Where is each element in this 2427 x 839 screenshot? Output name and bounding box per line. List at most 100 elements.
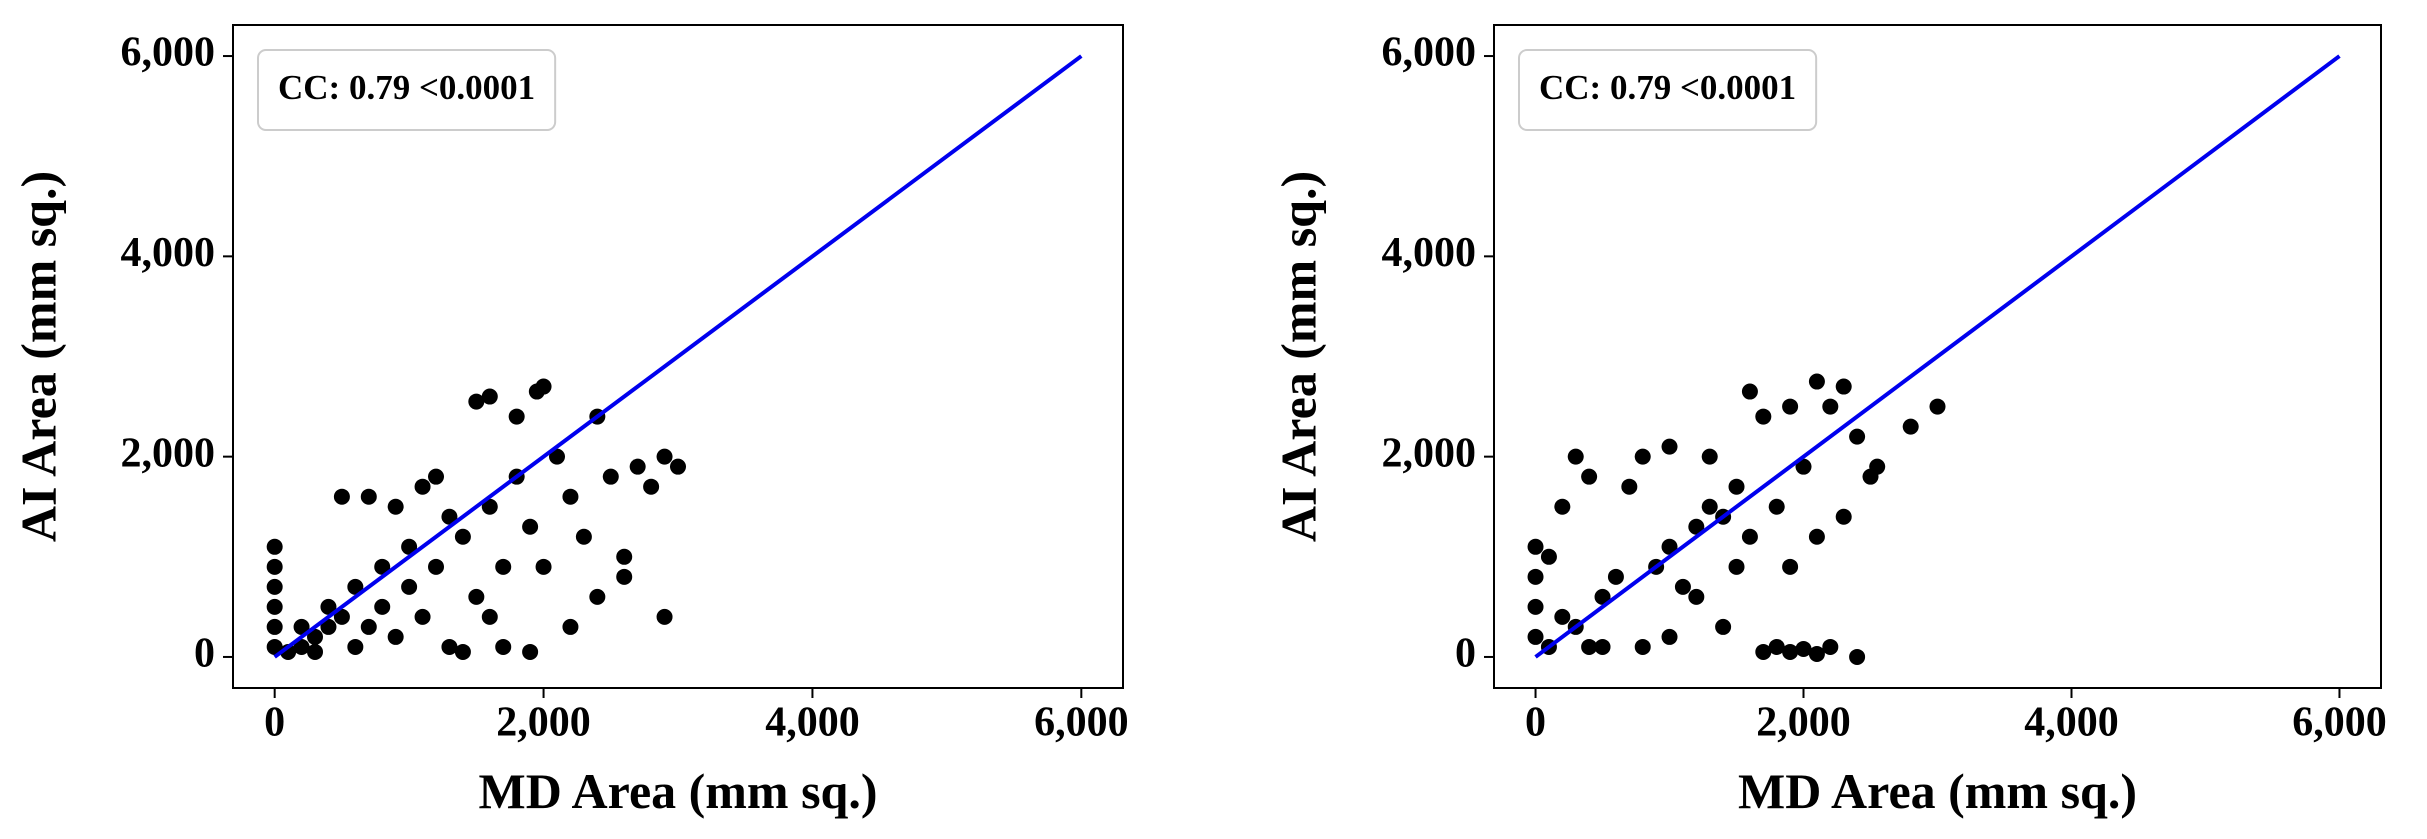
x-tick-label: 2,000 [496,700,591,746]
scatter-point [1701,498,1718,515]
scatter-point [1782,643,1799,660]
scatter-point [522,518,539,535]
scatter-point [535,558,552,575]
y-tick-label: 0 [194,631,215,677]
scatter-point [1782,398,1799,415]
scatter-point [374,598,391,615]
scatter-point [1554,498,1571,515]
scatter-point [1661,538,1678,555]
scatter-point [589,588,606,605]
scatter-point [1688,518,1705,535]
scatter-point [495,638,512,655]
scatter-point [347,638,364,655]
x-tick-label: 0 [264,700,285,746]
scatter-point [1755,643,1772,660]
scatter-point [1808,528,1825,545]
scatter-point [575,528,592,545]
x-tick-label: 4,000 [765,700,860,746]
y-axis-label: AI Area (mm sq.) [1270,171,1326,542]
scatter-point [307,643,324,660]
y-tick-label: 6,000 [121,30,216,76]
scatter-point [320,618,337,635]
scatter-point [307,628,324,645]
scatter-point [562,618,579,635]
scatter-point [374,558,391,575]
scatter-point [1849,428,1866,445]
scatter-point [1674,578,1691,595]
scatter-point [1634,448,1651,465]
scatter-point [441,638,458,655]
scatter-point [1741,528,1758,545]
scatter-point [360,488,377,505]
scatter-point [1527,598,1544,615]
scatter-point [454,643,471,660]
scatter-point [495,558,512,575]
scatter-point [401,578,418,595]
scatter-point [1768,498,1785,515]
scatter-point [643,478,660,495]
scatter-point [387,628,404,645]
scatter-point [1621,478,1638,495]
scatter-point [1755,408,1772,425]
scatter-point [428,468,445,485]
scatter-point [347,578,364,595]
panel: 0 2,000 4,000 6,000 0 2,000 4,000 6,000 CC: 0.79… [10,24,1129,819]
scatter-point [1808,645,1825,662]
scatter-point [670,458,686,475]
scatter-point [333,608,350,625]
scatter-point [1527,628,1544,645]
y-axis-label: AI Area (mm sq.) [10,171,66,542]
scatter-point [293,638,310,655]
scatter-point [616,568,633,585]
y-tick-label: 4,000 [121,230,216,276]
y-tick-label: 2,000 [121,430,216,476]
scatter-point [629,458,646,475]
scatter-point [1728,558,1745,575]
annotation-box [257,49,557,131]
scatter-point [1768,638,1785,655]
scatter-point [1527,568,1544,585]
scatter-point [528,383,545,400]
scatter-point [360,618,377,635]
scatter-point [1835,378,1852,395]
scatter-point [656,448,673,465]
x-tick-label: 6,000 [1034,700,1129,746]
scatter-point [522,643,539,660]
scatter-point [1527,538,1544,555]
panel: 0 2,000 4,000 6,000 0 2,000 4,000 6,000 CC: 0.79… [1270,24,2387,819]
scatter-point [1661,628,1678,645]
scatter-point [1795,640,1812,657]
scatter-point [1540,548,1557,565]
x-axis-label: MD Area (mm sq.) [1738,763,2137,819]
scatter-point [481,498,498,515]
scatter-point [1701,448,1718,465]
scatter-point [441,508,458,525]
scatter-point [266,618,283,635]
scatter-point [1869,458,1886,475]
axes-frame [1493,24,2382,689]
scatter-point [320,598,337,615]
y-tick-label: 6,000 [1382,30,1477,76]
scatter-point [293,618,310,635]
scatter-point [414,608,431,625]
scatter-point [1581,638,1598,655]
scatter-point [1835,508,1852,525]
scatter-point [333,488,350,505]
scatter-point [454,528,471,545]
scatter-point [266,638,283,655]
scatter-point [1902,418,1919,435]
axes-frame [232,24,1124,689]
scatter-point [1594,638,1611,655]
scatter-point [1634,638,1651,655]
scatter-point [266,578,283,595]
y-tick-label: 4,000 [1382,230,1477,276]
scatter-point [1808,373,1825,390]
y-tick-label: 2,000 [1382,430,1477,476]
scatter-point [468,393,485,410]
annotation: CC: 0.79 <0.0001 [1539,68,1796,107]
annotation-box [1518,49,1818,131]
scatter-point [387,498,404,515]
scatter-point [562,488,579,505]
scatter-point [616,548,633,565]
